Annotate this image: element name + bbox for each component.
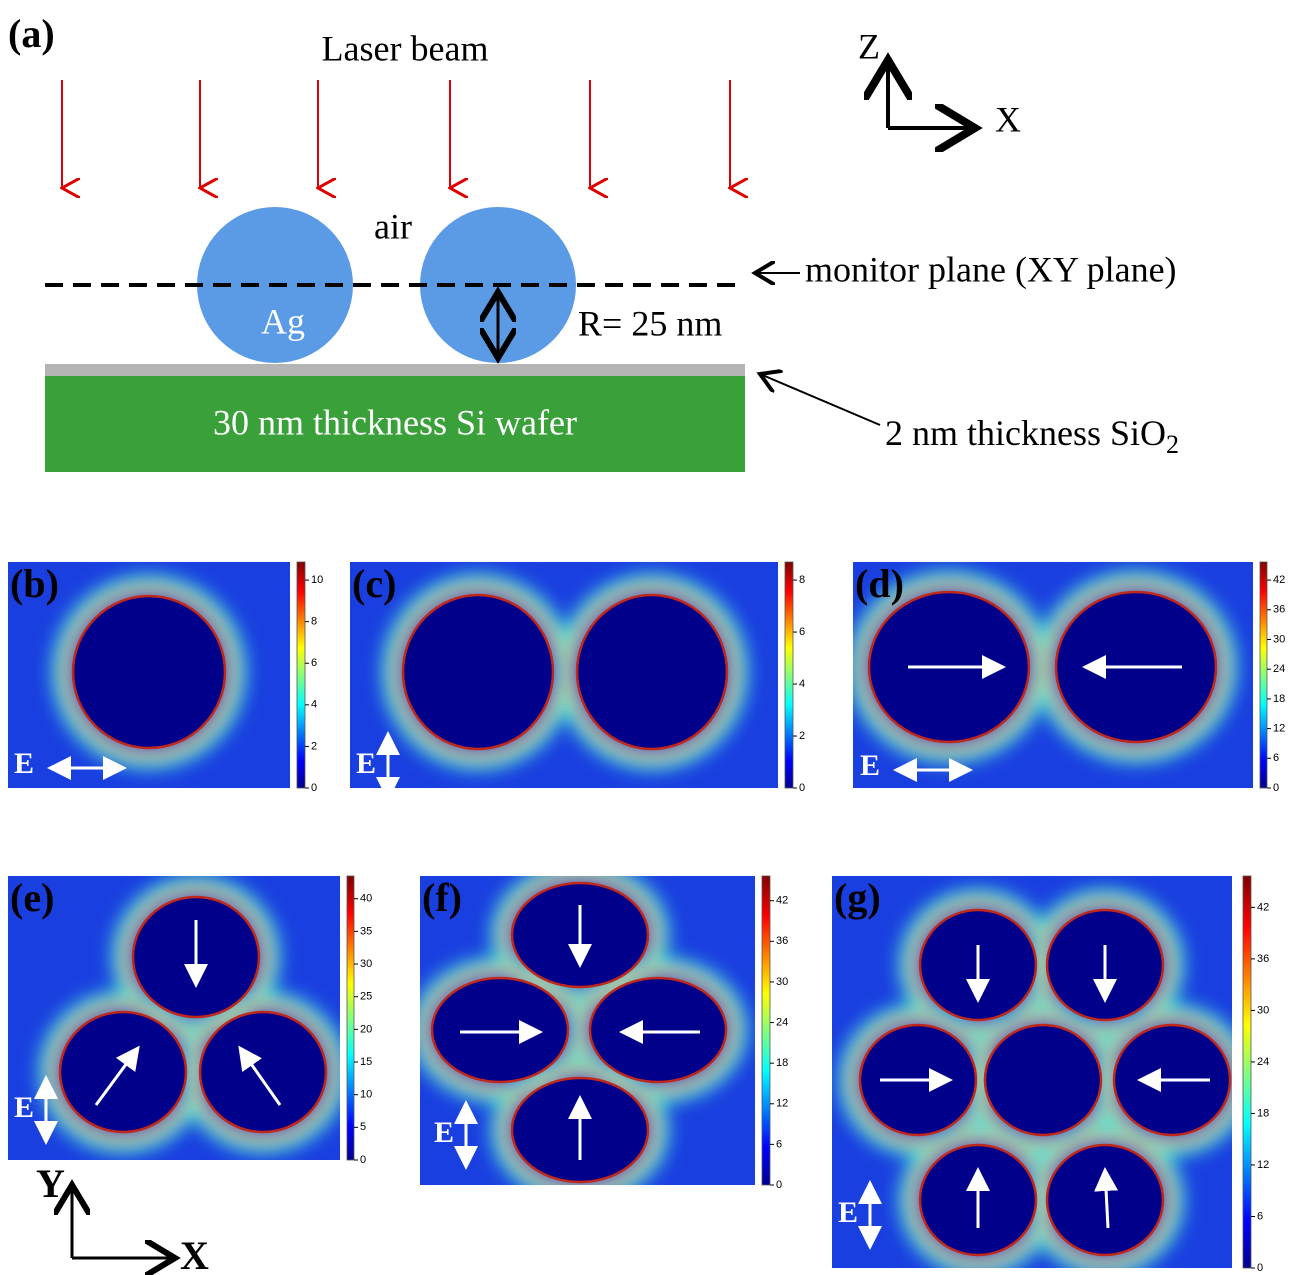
colorbar-tick-label: 6 xyxy=(1257,1210,1263,1222)
heatmap-panel: (c) E 0 2 4 6 8 xyxy=(350,561,805,798)
colorbar xyxy=(785,562,793,788)
particle xyxy=(73,596,225,748)
colorbar-tick-label: 36 xyxy=(776,935,788,947)
colorbar-tick-label: 42 xyxy=(776,895,788,907)
panel-label: (g) xyxy=(834,875,881,920)
panel-label: (a) xyxy=(8,11,55,56)
colorbar-tick-label: 24 xyxy=(1257,1056,1269,1068)
x-label: X xyxy=(180,1233,209,1275)
panel-label: (f) xyxy=(422,875,462,920)
colorbar-tick-label: 20 xyxy=(360,1023,372,1035)
figure: (a) Laser beam air Ag R= 25 nm 30 nm thi… xyxy=(0,0,1293,1275)
colorbar-tick-label: 30 xyxy=(1257,1004,1269,1016)
colorbar-tick-label: 6 xyxy=(311,657,317,669)
heatmap-panel: (e) E 0 5 10 15 20 25 30 35 40 xyxy=(8,875,372,1166)
colorbar-tick-label: 0 xyxy=(311,782,317,794)
x-label: X xyxy=(995,99,1021,139)
colorbar-tick-label: 12 xyxy=(1257,1159,1269,1171)
colorbar-tick-label: 0 xyxy=(1273,782,1279,794)
colorbar-tick-label: 6 xyxy=(776,1138,782,1150)
colorbar-tick-label: 36 xyxy=(1257,953,1269,965)
colorbar-tick-label: 0 xyxy=(799,782,805,794)
panel-label: (e) xyxy=(10,875,54,920)
particle xyxy=(60,1012,186,1132)
colorbar-tick-label: 18 xyxy=(1273,693,1285,705)
colorbar-tick-label: 36 xyxy=(1273,604,1285,616)
colorbar xyxy=(762,876,770,1185)
colorbar-tick-label: 24 xyxy=(776,1016,788,1028)
colorbar-tick-label: 0 xyxy=(776,1179,782,1191)
colorbar-tick-label: 2 xyxy=(311,740,317,752)
colorbar-tick-label: 5 xyxy=(360,1121,366,1133)
field-label: E xyxy=(14,747,34,780)
colorbar-tick-label: 30 xyxy=(776,976,788,988)
wafer-label: 30 nm thickness Si wafer xyxy=(213,402,577,442)
particle xyxy=(200,1012,326,1132)
heatmap-panel: (d) E 0 6 12 18 24 30 36 42 xyxy=(853,561,1285,794)
colorbar-tick-label: 18 xyxy=(1257,1107,1269,1119)
oxide-layer xyxy=(45,364,745,376)
colorbar xyxy=(347,876,354,1160)
colorbar-tick-label: 0 xyxy=(360,1154,366,1166)
colorbar-tick-label: 6 xyxy=(799,626,805,638)
colorbar-tick-label: 40 xyxy=(360,893,372,905)
field-label: E xyxy=(434,1116,454,1149)
particle xyxy=(432,978,568,1082)
monitor-label: monitor plane (XY plane) xyxy=(805,249,1177,289)
colorbar-tick-label: 25 xyxy=(360,991,372,1003)
panel-label: (d) xyxy=(855,561,904,606)
heatmap-panel: (b) E 0 2 4 6 8 10 xyxy=(8,561,323,794)
colorbar xyxy=(1243,876,1251,1268)
colorbar-tick-label: 15 xyxy=(360,1056,372,1068)
panel-label: (c) xyxy=(352,561,396,606)
colorbar-tick-label: 4 xyxy=(311,699,317,711)
colorbar-tick-label: 30 xyxy=(360,958,372,970)
colorbar-tick-label: 12 xyxy=(776,1098,788,1110)
colorbar xyxy=(1260,562,1267,788)
oxide-label: 2 nm thickness SiO2 xyxy=(885,413,1179,459)
colorbar xyxy=(297,562,305,788)
particle xyxy=(590,978,726,1082)
pointer xyxy=(760,374,880,425)
field-label: E xyxy=(14,1091,34,1124)
laser-arrows xyxy=(62,80,730,188)
colorbar-tick-label: 6 xyxy=(1273,752,1279,764)
colorbar-tick-label: 0 xyxy=(1257,1262,1263,1274)
colorbar-tick-label: 18 xyxy=(776,1057,788,1069)
particle xyxy=(1047,1145,1163,1255)
field-label: E xyxy=(838,1196,858,1229)
particle xyxy=(577,595,727,749)
heatmap-panel: (f) E 0 6 12 18 24 30 36 42 xyxy=(420,871,788,1194)
panel-label: (b) xyxy=(10,561,59,606)
particle xyxy=(403,595,553,749)
colorbar-tick-label: 10 xyxy=(360,1089,372,1101)
air-label: air xyxy=(374,206,412,246)
z-label: Z xyxy=(858,26,880,66)
xy-axes: Y X xyxy=(36,1161,209,1275)
colorbar-tick-label: 42 xyxy=(1273,574,1285,586)
colorbar-tick-label: 8 xyxy=(311,616,317,628)
laser-label: Laser beam xyxy=(322,28,489,68)
ag-label: Ag xyxy=(261,301,305,341)
colorbar-tick-label: 12 xyxy=(1273,723,1285,735)
particle xyxy=(985,1025,1101,1135)
oxide-text: 2 nm thickness SiO xyxy=(885,413,1166,453)
colorbar-tick-label: 2 xyxy=(799,730,805,742)
colorbar-tick-label: 4 xyxy=(799,678,805,690)
panel-a: (a) Laser beam air Ag R= 25 nm 30 nm thi… xyxy=(8,11,1179,472)
colorbar-tick-label: 8 xyxy=(799,574,805,586)
oxide-subscript: 2 xyxy=(1166,430,1179,459)
colorbar-tick-label: 35 xyxy=(360,925,372,937)
radius-label: R= 25 nm xyxy=(578,303,722,343)
colorbar-tick-label: 30 xyxy=(1273,633,1285,645)
field-label: E xyxy=(860,749,880,782)
colorbar-tick-label: 42 xyxy=(1257,901,1269,913)
colorbar-tick-label: 10 xyxy=(311,574,323,586)
y-label: Y xyxy=(36,1161,65,1206)
field-label: E xyxy=(356,747,376,780)
heatmap-panel: (g) E 0 6 12 18 24 30 36 42 xyxy=(832,875,1269,1274)
colorbar-tick-label: 24 xyxy=(1273,663,1285,675)
